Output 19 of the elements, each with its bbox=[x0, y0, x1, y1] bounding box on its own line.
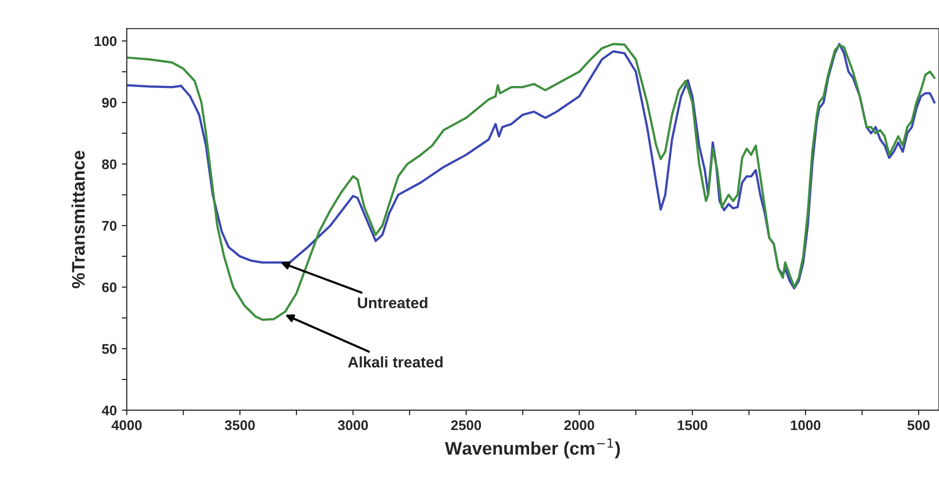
annotation: Alkali treated bbox=[348, 356, 443, 368]
x-tick-label: 500 bbox=[907, 420, 930, 430]
x-tick-label: 4000 bbox=[112, 420, 142, 430]
y-tick-label: 40 bbox=[102, 406, 116, 416]
y-tick-label: 90 bbox=[102, 98, 116, 108]
y-tick-label: 70 bbox=[102, 220, 116, 231]
y-tick-label: 60 bbox=[102, 282, 116, 292]
x-tick-label: 2000 bbox=[564, 420, 594, 430]
x-tick-label: 1000 bbox=[790, 420, 820, 430]
x-tick-label: 3000 bbox=[338, 420, 368, 430]
x-tick-label: 1500 bbox=[678, 420, 708, 430]
y-tick-label: 50 bbox=[102, 344, 116, 354]
y-tick-label: 80 bbox=[102, 159, 116, 170]
y-axis-title: %Transmittance bbox=[71, 150, 85, 288]
x-tick-label: 2500 bbox=[451, 420, 482, 430]
x-tick-label: 3500 bbox=[224, 420, 255, 430]
y-tick-label: 100 bbox=[94, 36, 116, 46]
annotation: Untreated bbox=[358, 297, 428, 308]
x-axis-title: Wavenumber (cm$^{−1}$) bbox=[444, 438, 620, 458]
